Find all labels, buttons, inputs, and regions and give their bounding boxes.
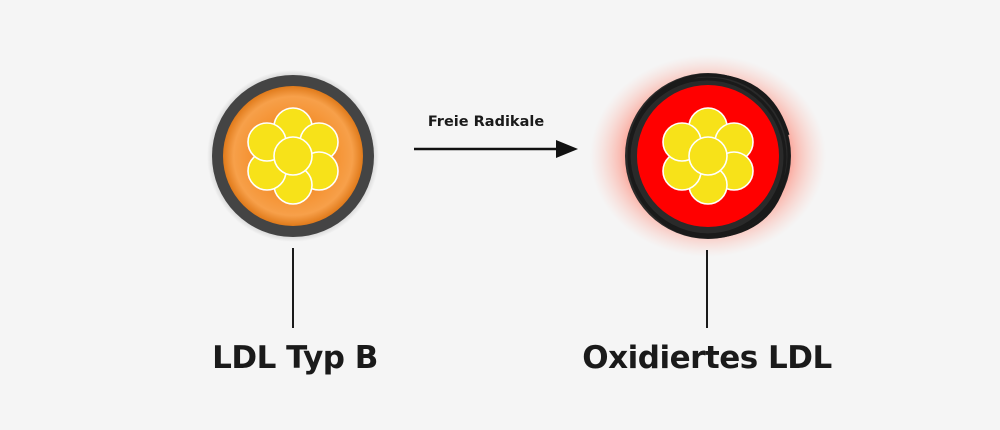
lipid-sphere-center <box>688 136 728 176</box>
oxidized-ldl-particle <box>590 55 826 257</box>
arrow-head <box>556 140 578 158</box>
lipid-sphere-center <box>273 136 313 176</box>
process-label: Freie Radikale <box>427 114 545 130</box>
lipid-cluster <box>662 107 754 205</box>
oxidized-ldl-label: Oxidiertes LDL <box>582 340 832 376</box>
connector-line-right <box>706 250 708 328</box>
process-arrow <box>414 140 578 158</box>
lipid-cluster <box>247 107 339 205</box>
rough-shell-edge <box>627 73 791 239</box>
ldl-type-b-label: LDL Typ B <box>212 340 378 376</box>
connector-line-left <box>292 248 294 328</box>
ldl-type-b-particle <box>207 70 379 242</box>
